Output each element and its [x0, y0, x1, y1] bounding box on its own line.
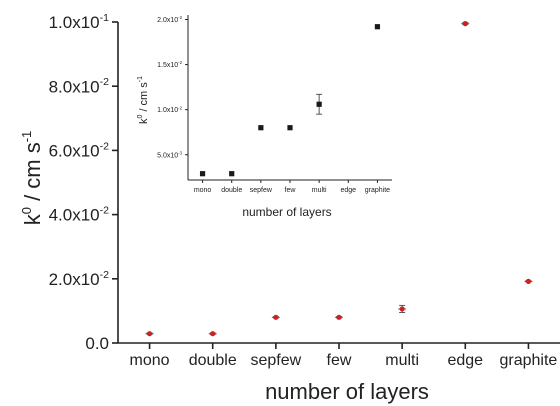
- main-x-tick-label: sepfew: [251, 352, 302, 369]
- inset-x-axis-title: number of layers: [242, 205, 331, 219]
- inset-y-tick-label: 2.0x10-2: [157, 15, 182, 24]
- main-x-tick-label: few: [327, 352, 352, 369]
- inset-plot: 5.0x10-3 1.0x10-2 1.5x10-2 2.0x10-2 mono dou…: [137, 15, 392, 219]
- inset-y-tick-label: 5.0x10-3: [157, 150, 182, 159]
- main-x-tick-label: edge: [447, 352, 483, 369]
- inset-y-ticks: 5.0x10-3 1.0x10-2 1.5x10-2 2.0x10-2: [157, 15, 188, 159]
- inset-y-tick-label: 1.0x10-2: [157, 105, 182, 114]
- inset-x-tick-label: graphite: [365, 187, 390, 194]
- main-plot: 0.0 2.0x10-2 4.0x10-2 6.0x10-2 8.0x10-2 1.0x1…: [19, 12, 560, 404]
- main-y-tick-label: 6.0x10-2: [49, 140, 110, 160]
- main-y-axis-title: k0 / cm s-1: [19, 131, 45, 226]
- main-data-point: [462, 21, 468, 27]
- main-data-point: [399, 306, 405, 312]
- inset-data-points: [199, 24, 381, 177]
- inset-y-axis-title: k0 / cm s-1: [137, 76, 150, 124]
- main-y-tick-label: 2.0x10-2: [49, 269, 110, 289]
- main-y-ticks: 0.0 2.0x10-2 4.0x10-2 6.0x10-2 8.0x10-2 1.0x1…: [49, 12, 118, 353]
- inset-x-tick-label: multi: [312, 187, 327, 194]
- inset-data-point: [258, 125, 264, 131]
- main-y-tick-label: 4.0x10-2: [49, 205, 110, 225]
- inset-data-point: [229, 171, 235, 177]
- main-x-axis-title: number of layers: [265, 379, 429, 404]
- main-data-point: [336, 314, 342, 320]
- inset-data-point: [374, 24, 381, 30]
- inset-axes: [187, 15, 392, 181]
- inset-data-point: [316, 101, 322, 107]
- inset-x-tick-labels: mono double sepfew few multi edge graphite: [194, 180, 390, 194]
- main-data-point: [525, 278, 532, 284]
- main-data-point: [273, 314, 279, 320]
- inset-x-tick-label: sepfew: [250, 187, 273, 194]
- inset-data-point: [287, 125, 293, 131]
- inset-x-tick-label: mono: [194, 187, 212, 194]
- inset-x-tick-label: double: [221, 187, 242, 194]
- main-x-tick-label: mono: [130, 352, 170, 369]
- main-y-tick-label: 8.0x10-2: [49, 76, 110, 96]
- main-data-point: [146, 331, 153, 337]
- main-y-tick-label: 1.0x10-1: [49, 12, 110, 32]
- inset-data-point: [199, 171, 206, 177]
- inset-x-tick-label: edge: [340, 187, 356, 194]
- inset-x-tick-label: few: [285, 187, 297, 194]
- main-x-tick-label: multi: [385, 352, 419, 369]
- main-data-points: [145, 21, 533, 337]
- main-axes: [117, 22, 560, 344]
- main-y-tick-label: 0.0: [85, 334, 109, 353]
- main-data-point: [210, 331, 216, 337]
- main-x-tick-label: graphite: [500, 352, 558, 369]
- inset-y-tick-label: 1.5x10-2: [157, 60, 182, 69]
- main-x-tick-labels: mono double sepfew few multi edge graphite: [130, 343, 558, 369]
- main-x-tick-label: double: [189, 352, 237, 369]
